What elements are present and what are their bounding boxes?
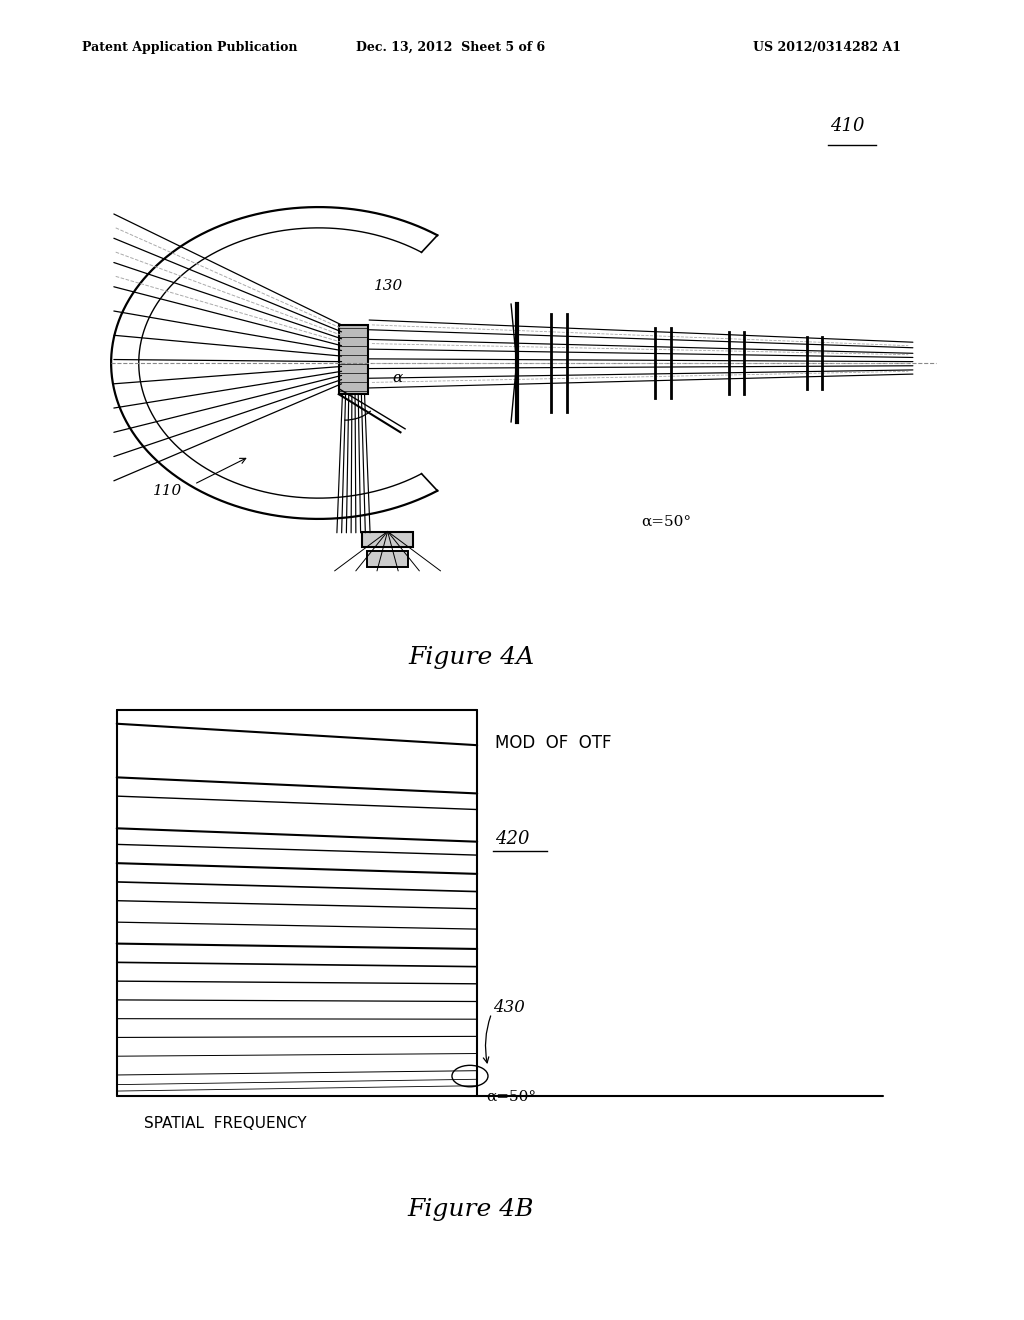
Text: 420: 420 [496,830,529,847]
Bar [362,532,413,548]
Text: α: α [392,371,402,385]
Text: 430: 430 [494,999,525,1016]
Text: Figure 4A: Figure 4A [408,645,535,669]
Text: MOD  OF  OTF: MOD OF OTF [496,734,611,751]
Text: α=50°: α=50° [486,1089,537,1104]
Text: SPATIAL  FREQUENCY: SPATIAL FREQUENCY [143,1115,306,1131]
Bar [367,552,409,566]
FancyBboxPatch shape [339,325,369,395]
Text: α=50°: α=50° [641,515,691,529]
Text: Dec. 13, 2012  Sheet 5 of 6: Dec. 13, 2012 Sheet 5 of 6 [356,41,545,54]
Text: 110: 110 [153,483,182,498]
Text: Patent Application Publication: Patent Application Publication [82,41,297,54]
Text: 410: 410 [830,117,864,135]
Text: US 2012/0314282 A1: US 2012/0314282 A1 [753,41,901,54]
Text: Figure 4B: Figure 4B [408,1197,535,1221]
Text: 130: 130 [374,280,403,293]
